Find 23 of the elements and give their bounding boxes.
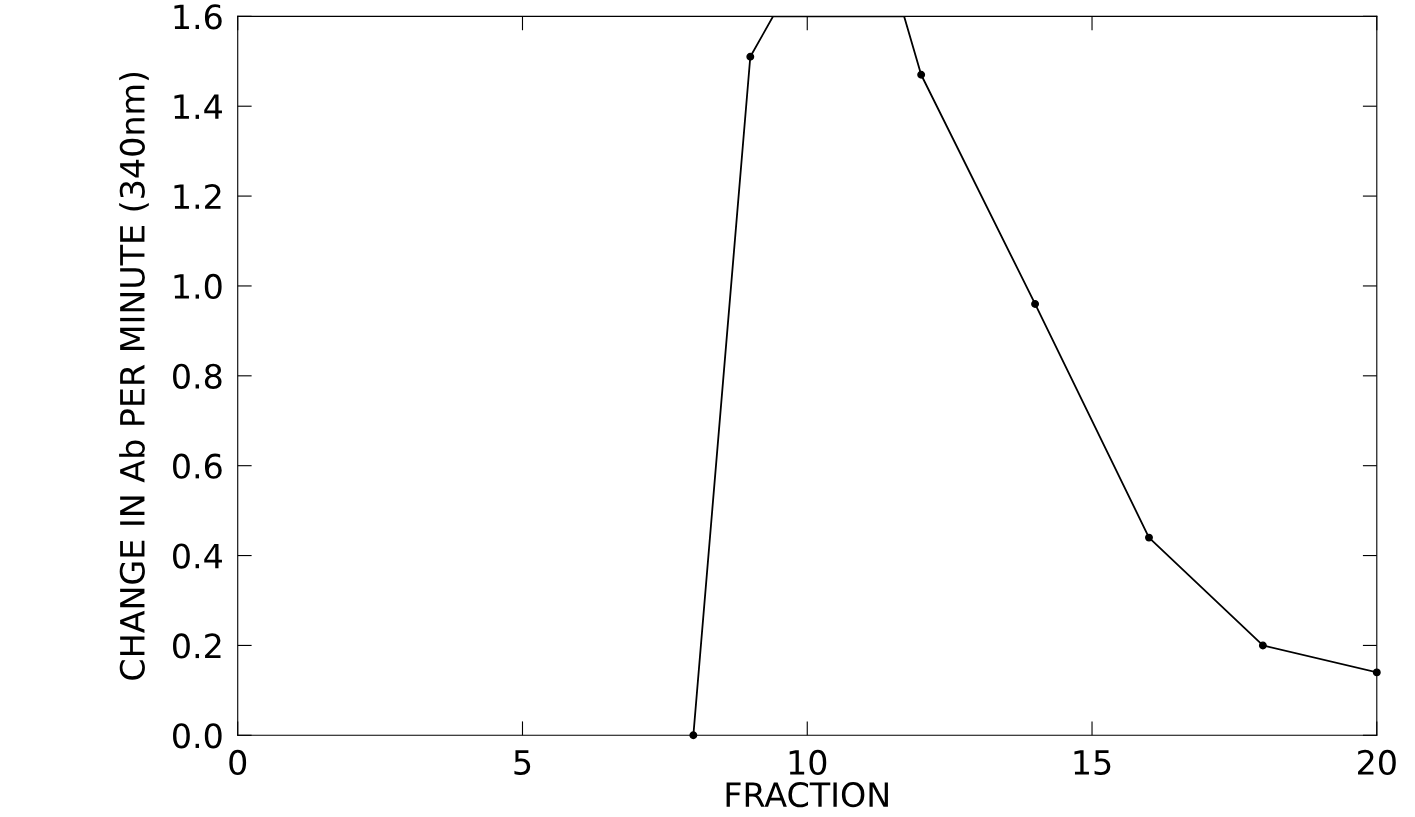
y-tick-label: 0.8 (173, 363, 222, 389)
x-axis-title: FRACTION (726, 782, 888, 808)
y-tick-label: 0.6 (173, 453, 222, 479)
x-tick-label: 20 (1358, 749, 1396, 775)
y-tick-label: 1.6 (174, 4, 222, 30)
point (1145, 533, 1153, 542)
y-tick-label: 1.2 (174, 184, 221, 209)
y-axis-title: CHANGE IN Ab PER MINUTE (340nm) (119, 72, 149, 680)
y-tick-label: 0.4 (173, 543, 222, 569)
x-tick-label: 15 (1074, 750, 1111, 775)
y-tick-label: 1.4 (174, 94, 222, 119)
point (1031, 299, 1040, 308)
point (917, 70, 926, 79)
point (1372, 668, 1381, 677)
y-tick-label: 0.0 (173, 723, 222, 749)
point (689, 731, 698, 740)
x-tick-label: 5 (514, 750, 531, 775)
y-tick-label: 0.2 (173, 633, 221, 659)
point (1258, 641, 1267, 650)
x-tick-label: 0 (229, 749, 247, 775)
point (746, 52, 755, 61)
y-tick-label: 1.0 (174, 273, 222, 300)
x-tick-label: 10 (789, 749, 827, 775)
